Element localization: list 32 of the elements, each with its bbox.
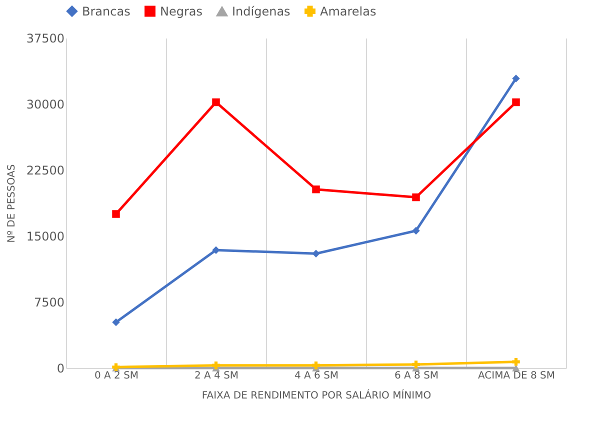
y-tick-label: 37500 bbox=[26, 32, 64, 46]
point bbox=[412, 360, 420, 368]
legend-label: Negras bbox=[160, 4, 203, 18]
y-tick-label: 22500 bbox=[26, 164, 64, 178]
point bbox=[412, 193, 420, 202]
point bbox=[512, 98, 520, 106]
legend-label: Amarelas bbox=[320, 4, 376, 18]
point bbox=[512, 358, 520, 366]
point bbox=[212, 246, 220, 254]
x-tick-label: 4 A 6 SM bbox=[294, 370, 339, 382]
y-tick-label: 15000 bbox=[26, 230, 64, 244]
legend-label: Brancas bbox=[82, 4, 130, 18]
point bbox=[512, 74, 520, 82]
point bbox=[212, 361, 220, 370]
x-tick-label: 0 A 2 SM bbox=[94, 370, 139, 382]
x-tick-label: ACIMA DE 8 SM bbox=[478, 370, 555, 382]
x-axis-title: FAIXA DE RENDIMENTO POR SALÁRIO MÍNIMO bbox=[202, 388, 432, 402]
point bbox=[512, 364, 520, 372]
point bbox=[112, 210, 120, 218]
point bbox=[312, 185, 320, 194]
x-tick-label: 2 A 4 SM bbox=[194, 370, 239, 382]
point bbox=[412, 226, 420, 235]
legend-label: Indígenas bbox=[232, 4, 290, 19]
point bbox=[112, 318, 120, 326]
point bbox=[312, 361, 320, 370]
point bbox=[312, 250, 320, 258]
y-axis-title: Nº DE PESSOAS bbox=[6, 164, 18, 243]
point bbox=[212, 98, 220, 106]
y-tick-label: 7500 bbox=[34, 296, 64, 310]
y-tick-label: 0 bbox=[56, 362, 64, 376]
y-tick-label: 30000 bbox=[26, 98, 64, 112]
x-tick-label: 6 A 8 SM bbox=[394, 370, 439, 382]
